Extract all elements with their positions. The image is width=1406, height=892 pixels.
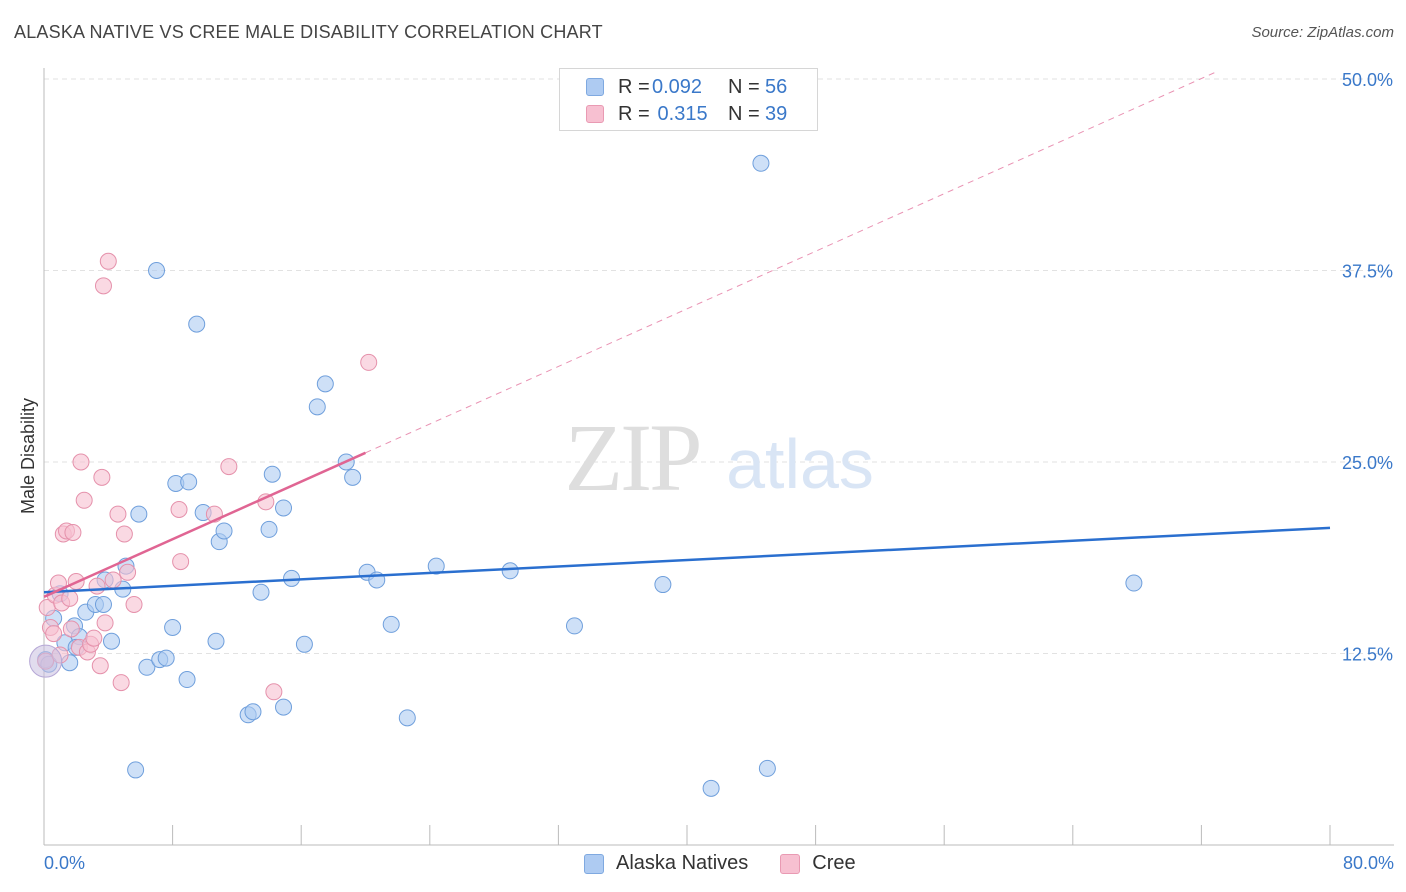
point-alaska-natives (316, 375, 334, 393)
axis-layer (43, 68, 1394, 846)
point-alaska-natives (188, 315, 206, 333)
bottom-legend-swatch-alaska-natives (584, 853, 604, 874)
point-cree (125, 595, 143, 613)
point-alaska-natives (94, 595, 112, 613)
legend: R = 0.092 N = 56 R = 0.315 N = 39 (559, 68, 818, 131)
watermark-atlas: atlas (726, 425, 874, 503)
point-alaska-natives (275, 499, 293, 517)
point-alaska-natives (263, 465, 281, 483)
point-cree (265, 683, 283, 701)
point-cree (75, 491, 93, 509)
point-alaska-natives (164, 618, 182, 636)
point-cree (93, 468, 111, 486)
point-alaska-natives (157, 649, 175, 667)
point-alaska-natives (398, 709, 416, 727)
y-tick-label: 50.0% (1342, 70, 1393, 90)
label-layer: 12.5% 25.0% 37.5% 50.0% 0.0% 80.0% (44, 70, 1394, 873)
point-alaska-natives (215, 522, 233, 540)
y-axis-label: Male Disability (18, 398, 38, 514)
point-cree (104, 571, 122, 589)
point-alaska-natives (138, 658, 156, 676)
point-alaska-natives (148, 262, 166, 279)
trend-line-alaska-natives (43, 526, 1331, 594)
legend-swatch-cree (586, 105, 604, 123)
x-tick-label: 80.0% (1343, 853, 1394, 873)
grid-layer (44, 78, 1394, 654)
point-cree (91, 657, 109, 675)
point-cree (85, 629, 103, 647)
bottom-legend-alaska-natives: Alaska Natives (584, 852, 748, 875)
point-alaska-natives (758, 759, 776, 777)
trend-extension-cree (365, 70, 1218, 454)
legend-row-cree: R = 0.315 N = 39 (586, 102, 787, 126)
point-alaska-natives (752, 154, 770, 172)
point-cree (109, 505, 127, 523)
y-tick-label: 37.5% (1342, 262, 1393, 282)
point-alaska-natives (260, 520, 278, 538)
bottom-legend: Alaska Natives Cree (584, 852, 888, 875)
point-alaska-natives (275, 698, 293, 716)
legend-r-value: 0.092 (652, 75, 703, 98)
point-cree (72, 453, 90, 471)
legend-n-value: 56 (765, 75, 788, 98)
point-alaska-natives (207, 632, 225, 650)
legend-n-value: 39 (765, 102, 788, 125)
legend-swatch-alaska-natives (586, 78, 604, 96)
point-alaska-natives (127, 761, 145, 779)
legend-r-label: R = (618, 102, 650, 125)
point-alaska-natives (654, 576, 672, 594)
point-alaska-natives (295, 635, 313, 653)
chart-title: ALASKA NATIVE VS CREE MALE DISABILITY CO… (14, 22, 603, 42)
point-alaska-natives (501, 562, 519, 580)
point-cree (88, 577, 106, 595)
point-cree (119, 563, 137, 581)
point-alaska-natives (103, 632, 121, 650)
bottom-legend-label: Alaska Natives (616, 852, 749, 874)
point-alaska-natives (244, 703, 262, 721)
point-cree (115, 525, 133, 543)
chart-source: Source: ZipAtlas.com (1251, 24, 1394, 41)
y-tick-label: 12.5% (1342, 645, 1393, 665)
point-alaska-natives (1125, 574, 1143, 592)
watermark: ZIP atlas (565, 404, 874, 511)
bottom-legend-swatch-cree (780, 853, 801, 874)
trend-line-cree (43, 451, 367, 598)
points-layer (29, 154, 1331, 797)
point-cree (45, 625, 63, 643)
legend-r-label: R = (618, 75, 650, 98)
point-cluster (29, 644, 63, 678)
point-cree (96, 614, 114, 632)
x-tick-label: 0.0% (44, 853, 85, 873)
point-alaska-natives (180, 473, 198, 491)
point-alaska-natives (308, 398, 326, 416)
point-cree (360, 353, 378, 371)
point-cree (220, 458, 238, 476)
point-alaska-natives (382, 615, 400, 633)
point-cree (62, 620, 80, 638)
legend-row-alaska-natives: R = 0.092 N = 56 (586, 75, 787, 99)
point-cree (64, 523, 82, 541)
point-cree (94, 277, 112, 295)
legend-r-value: 0.315 (652, 102, 708, 125)
legend-n-label: N = (728, 102, 760, 125)
legend-n-label: N = (728, 75, 760, 98)
point-cree (61, 589, 79, 607)
point-alaska-natives (178, 671, 196, 689)
point-alaska-natives (565, 617, 583, 635)
point-cree (170, 500, 188, 518)
point-alaska-natives (252, 583, 270, 601)
point-alaska-natives (702, 779, 720, 797)
trend-layer (365, 70, 1218, 454)
y-tick-label: 25.0% (1342, 453, 1393, 473)
point-cree (172, 553, 190, 571)
watermark-zip: ZIP (565, 404, 700, 511)
point-cree (112, 674, 130, 692)
point-alaska-natives (427, 557, 445, 575)
bottom-legend-cree: Cree (780, 852, 856, 875)
point-alaska-natives (344, 468, 362, 486)
point-alaska-natives (130, 505, 148, 523)
point-cree (99, 252, 117, 270)
bottom-legend-label: Cree (812, 852, 856, 874)
